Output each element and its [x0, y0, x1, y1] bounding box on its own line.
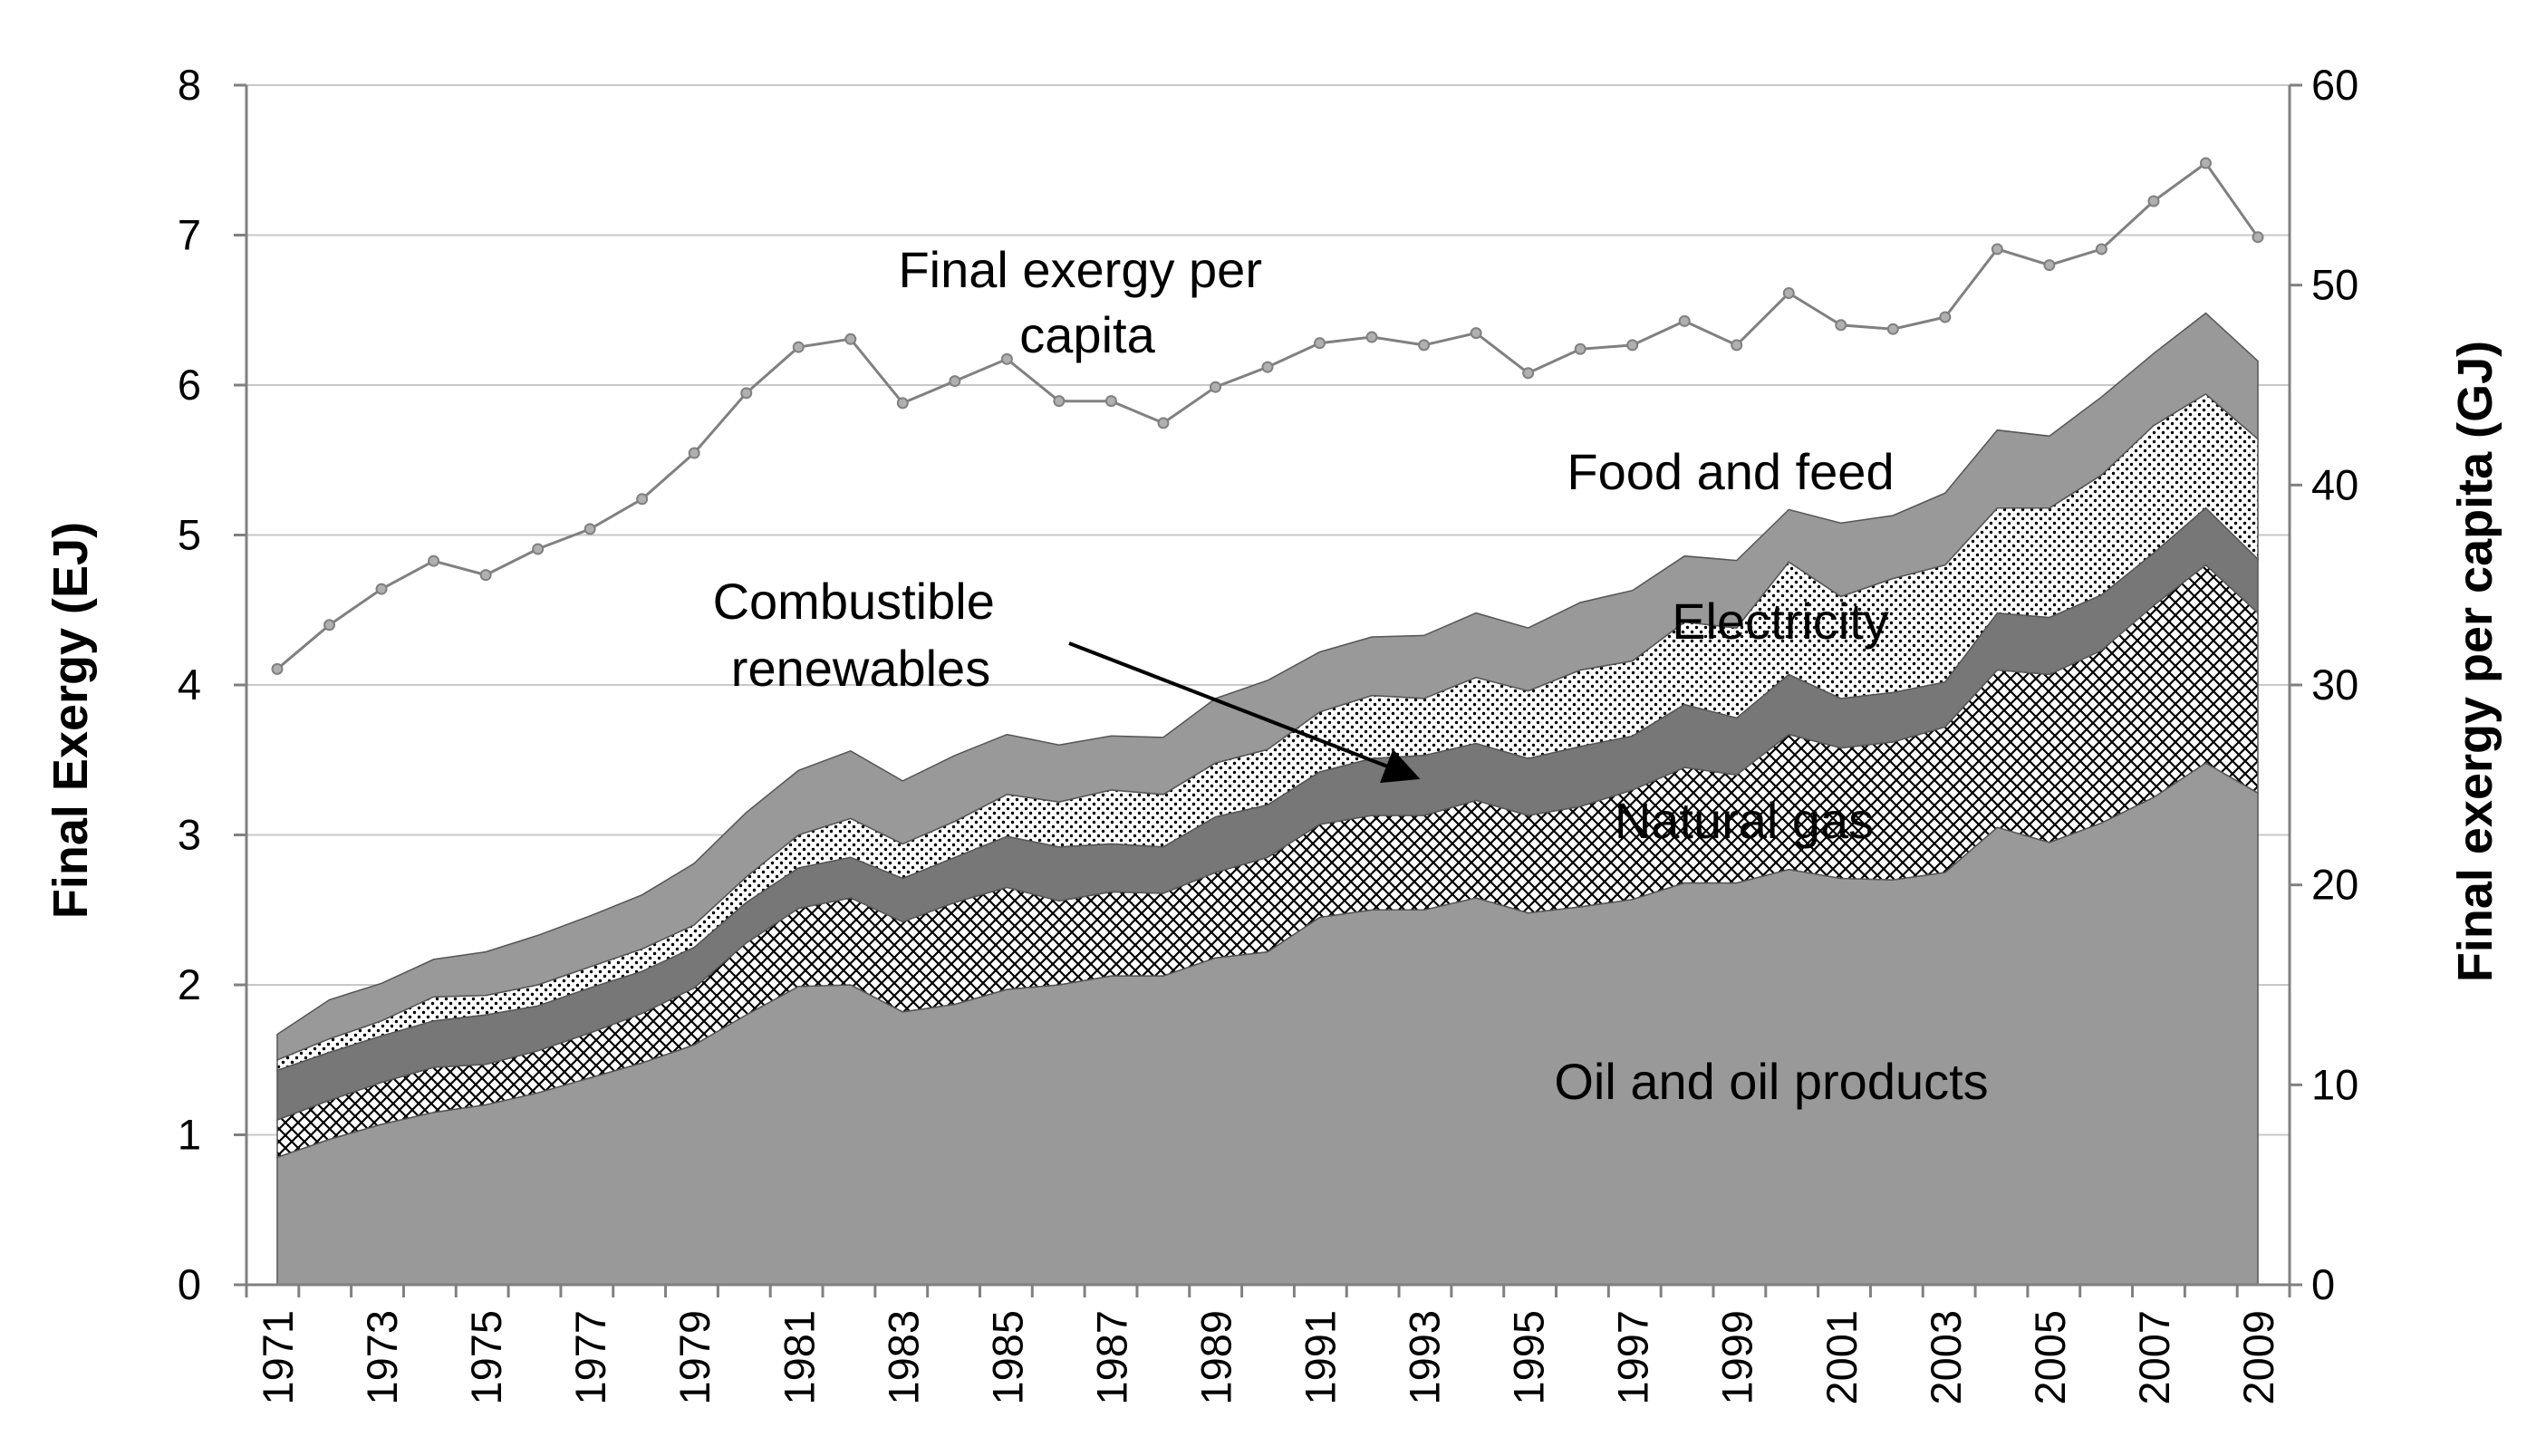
annotation-combustible-line2: renewables	[731, 640, 990, 697]
per-capita-point	[1678, 314, 1691, 327]
y2-tick-label: 40	[2311, 460, 2358, 508]
per-capita-point	[428, 554, 440, 567]
y2-tick-label: 20	[2311, 861, 2358, 909]
per-capita-point	[1365, 331, 1378, 343]
y-axis-title: Final Exergy (EJ)	[43, 522, 98, 919]
y2-tick-label: 0	[2311, 1260, 2335, 1308]
x-tick-label: 2005	[2026, 1310, 2074, 1405]
annotation-per-capita: Final exergy per capita	[898, 241, 1276, 363]
per-capita-point	[583, 523, 596, 535]
y-tick-label: 5	[178, 511, 201, 559]
annotation-per-capita-line2: capita	[1019, 306, 1155, 363]
y-tick-label: 6	[178, 361, 201, 409]
per-capita-point	[2147, 195, 2160, 207]
x-tick-label: 1973	[358, 1310, 406, 1405]
per-capita-point	[1000, 352, 1013, 365]
per-capita-point	[1731, 339, 1743, 352]
per-capita-point	[2252, 231, 2264, 244]
x-tick-label: 1993	[1401, 1310, 1449, 1405]
per-capita-point	[1314, 337, 1326, 350]
per-capita-point	[1886, 323, 1899, 335]
x-tick-label: 1981	[775, 1310, 823, 1405]
x-tick-label: 1999	[1713, 1310, 1761, 1405]
per-capita-point	[1939, 311, 1952, 323]
x-tick-label: 1977	[566, 1310, 614, 1405]
per-capita-point	[949, 375, 961, 388]
area-food-and-feed	[276, 312, 2259, 1061]
per-capita-point	[1574, 342, 1586, 355]
x-tick-label: 1989	[1191, 1310, 1239, 1405]
per-capita-point	[1261, 361, 1274, 373]
x-tick-label: 2001	[1818, 1310, 1866, 1405]
per-capita-point	[1104, 395, 1117, 408]
per-capita-point	[2095, 243, 2107, 256]
x-tick-label: 1985	[983, 1310, 1031, 1405]
annotation-per-capita-line1: Final exergy per	[898, 241, 1262, 298]
per-capita-point	[636, 493, 649, 506]
per-capita-point	[271, 662, 284, 675]
annotation-arrow	[1068, 641, 1421, 784]
stacked-areas	[276, 312, 2259, 1286]
per-capita-point	[479, 569, 492, 582]
y-tick-label: 0	[178, 1260, 201, 1308]
x-tick-label: 2007	[2130, 1310, 2178, 1405]
per-capita-point	[1209, 381, 1221, 393]
per-capita-point	[740, 387, 753, 400]
x-tick-label: 1997	[1609, 1310, 1657, 1405]
per-capita-point	[2043, 259, 2056, 272]
y-tick-label: 7	[178, 211, 201, 259]
annotation-natural-gas: Natural gas	[1615, 792, 1874, 849]
per-capita-point	[844, 333, 857, 345]
per-capita-line	[271, 157, 2264, 675]
y2-tick-label: 10	[2311, 1060, 2358, 1108]
x-tick-label: 1983	[879, 1310, 927, 1405]
y2-axis-title: Final exergy per capita (GJ)	[2448, 341, 2503, 982]
per-capita-point	[1157, 417, 1170, 429]
per-capita-point	[323, 619, 336, 632]
per-capita-point	[375, 583, 388, 595]
per-capita-point	[2199, 157, 2212, 169]
annotation-combustible-renewables: Combustible renewables	[713, 573, 1009, 697]
y-tick-label: 4	[178, 661, 201, 709]
y-tick-label: 3	[178, 811, 201, 859]
y-tick-label: 8	[178, 61, 201, 109]
y2-tick-label: 30	[2311, 661, 2358, 709]
per-capita-point	[532, 543, 545, 555]
annotations: Final exergy per capita Food and feed Co…	[713, 241, 1989, 1110]
x-axis-ticks: 1971 1973 1975 1977 1979 1981 1983 1985 1987 1989…	[245, 1285, 2291, 1405]
per-capita-point	[1522, 367, 1535, 380]
per-capita-point	[792, 341, 805, 353]
x-tick-label: 2003	[1922, 1310, 1970, 1405]
annotation-oil: Oil and oil products	[1554, 1053, 1988, 1110]
y2-tick-label: 60	[2311, 61, 2358, 109]
annotation-combustible-line1: Combustible	[713, 573, 995, 630]
x-tick-label: 1991	[1297, 1310, 1345, 1405]
x-tick-label: 1975	[462, 1310, 510, 1405]
y-tick-label: 1	[178, 1111, 201, 1159]
annotation-food-feed: Food and feed	[1567, 443, 1894, 500]
y-tick-label: 2	[178, 960, 201, 1008]
x-tick-label: 1995	[1505, 1310, 1553, 1405]
per-capita-point	[688, 447, 700, 459]
x-tick-label: 1979	[670, 1310, 718, 1405]
per-capita-point	[896, 397, 909, 410]
per-capita-point	[1626, 339, 1639, 352]
x-tick-label: 1971	[254, 1310, 302, 1405]
y2-axis-ticks: 0 10 20 30 40 50 60	[2290, 61, 2358, 1308]
annotation-electricity: Electricity	[1672, 593, 1889, 650]
x-tick-label: 1987	[1087, 1310, 1135, 1405]
y2-tick-label: 50	[2311, 261, 2358, 309]
x-tick-label: 2009	[2234, 1310, 2282, 1405]
per-capita-point	[1991, 243, 2003, 256]
per-capita-point	[1053, 395, 1066, 408]
per-capita-point	[1835, 319, 1847, 332]
y-axis-ticks: 0 1 2 3 4 5 6 7 8	[178, 61, 246, 1308]
per-capita-point	[1418, 339, 1431, 352]
per-capita-point	[1782, 286, 1795, 299]
per-capita-point	[1470, 327, 1482, 340]
